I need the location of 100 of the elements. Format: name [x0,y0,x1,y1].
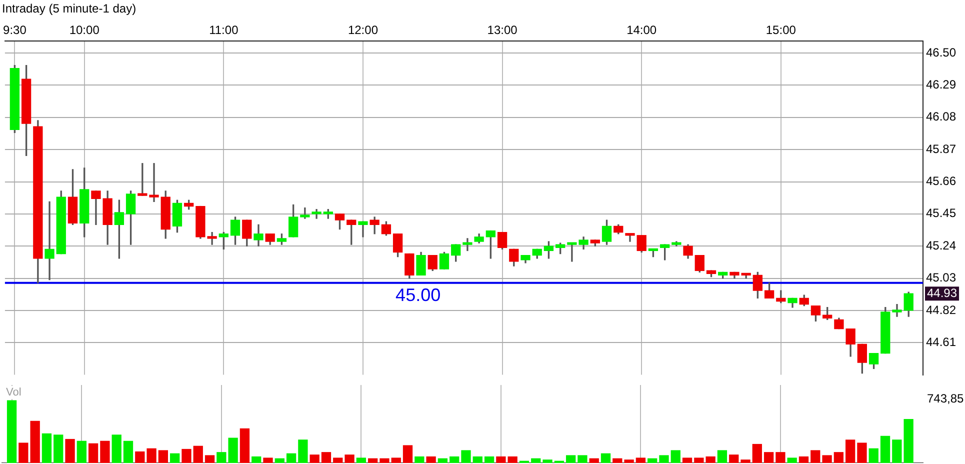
bar [54,434,64,463]
text: 743,85 [927,391,964,406]
bar [240,428,250,463]
ref-line-label: 45.00 [396,284,441,305]
bar [845,440,856,463]
chart-title: Vol [6,386,22,399]
bar [624,460,634,463]
bar [764,452,774,463]
bar [380,458,390,463]
bar [426,456,436,463]
bar [112,434,122,463]
bar [310,454,320,463]
bar [659,455,669,463]
bar [368,458,378,463]
candlestick [149,163,159,202]
bar [868,448,878,463]
x-tick-label: 15:00 [766,22,796,37]
bar [344,454,354,463]
bar [30,420,40,463]
bar [461,450,471,463]
bar [798,456,809,463]
x-tick-label: 9:30 [3,22,27,37]
bar [740,460,750,463]
bar [810,450,820,463]
bar [612,458,622,463]
y-tick-label: 45.45 [926,206,956,220]
bar [600,453,611,463]
bar [252,456,262,463]
bar [542,460,552,463]
x-tick-label: 10:00 [69,22,100,37]
y-tick-label: 46.50 [926,45,956,60]
bar [100,440,110,463]
bar [857,442,867,463]
bar [776,452,786,463]
bar [76,440,86,463]
bar [146,448,156,463]
candlestick [44,201,54,280]
y-tick-label: 45.03 [926,270,956,285]
bar [228,438,238,463]
bar [6,400,17,463]
x-tick-label: 11:00 [209,22,239,37]
bar [321,452,332,463]
bar [274,458,284,463]
bar [892,440,902,463]
y-tick-label: 44.82 [926,302,956,317]
bar [834,452,844,463]
bar [402,445,413,463]
bar [356,458,366,463]
bar [286,453,296,463]
annotation: 44.93 [927,286,958,300]
bar [414,456,424,463]
y-tick-label: 46.08 [926,110,956,124]
bar [298,440,308,463]
x-tick-label: 13:00 [487,22,518,37]
bar [578,455,588,463]
bar [670,450,680,463]
bar [682,458,692,463]
y-tick-label: 45.66 [926,174,956,188]
candlestick [358,221,368,238]
bar [566,455,576,463]
bar [880,436,890,463]
bar [123,440,134,463]
bar [438,458,448,463]
bar [729,454,739,463]
bar [158,450,168,463]
bar [717,450,728,463]
y-tick-label: 46.29 [926,78,956,92]
bar [752,444,762,463]
y-tick-label: 45.24 [926,238,956,252]
bar [182,448,192,463]
bar [450,456,460,463]
candlestick [462,238,472,252]
bar [193,446,203,463]
bar [263,458,273,463]
bar [42,433,52,463]
bar [787,458,797,463]
candlestick [625,233,635,242]
bar [216,452,226,463]
bar [18,442,28,463]
bar [822,455,832,463]
bar [391,458,401,463]
bar [904,418,914,463]
candlestick [892,304,902,317]
bar [333,458,343,463]
bar [65,438,75,463]
bar [648,458,658,463]
chart-title: Intraday (5 minute-1 day) [2,2,136,16]
bar [472,456,482,463]
bar [135,451,145,463]
bar [204,455,215,463]
bar [589,458,599,463]
bar [636,458,646,463]
y-tick-label: 45.87 [926,142,956,156]
bar [484,456,494,463]
bar [170,453,180,463]
bar [531,458,541,463]
bar [88,443,98,463]
y-tick-label: 44.61 [926,334,956,349]
x-tick-label: 12:00 [348,22,378,37]
x-tick-label: 14:00 [626,22,657,37]
